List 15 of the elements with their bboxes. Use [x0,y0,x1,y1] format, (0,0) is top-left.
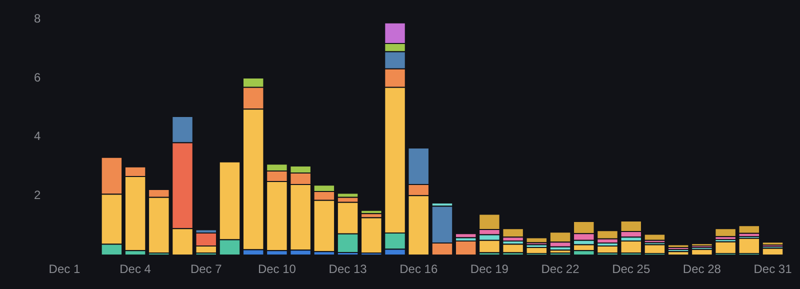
x-tick-label: Dec 28 [682,262,722,276]
x-tick-label: Dec 4 [120,262,152,276]
x-tick-label: Dec 16 [400,262,438,276]
x-tick-label: Dec 19 [470,262,509,276]
y-tick-label: 6 [34,70,41,84]
x-tick-label: Dec 1 [48,262,80,276]
y-tick-label: 2 [34,188,41,202]
y-tick-label: 8 [34,12,41,26]
y-tick-label: 4 [34,129,41,144]
x-tick-label: Dec 7 [190,262,222,276]
x-tick-label: Dec 22 [541,262,580,276]
x-tick-label: Dec 13 [328,262,368,276]
x-tick-label: Dec 10 [258,262,296,276]
x-tick-label: Dec 31 [754,262,792,276]
x-tick-label: Dec 25 [612,262,650,276]
